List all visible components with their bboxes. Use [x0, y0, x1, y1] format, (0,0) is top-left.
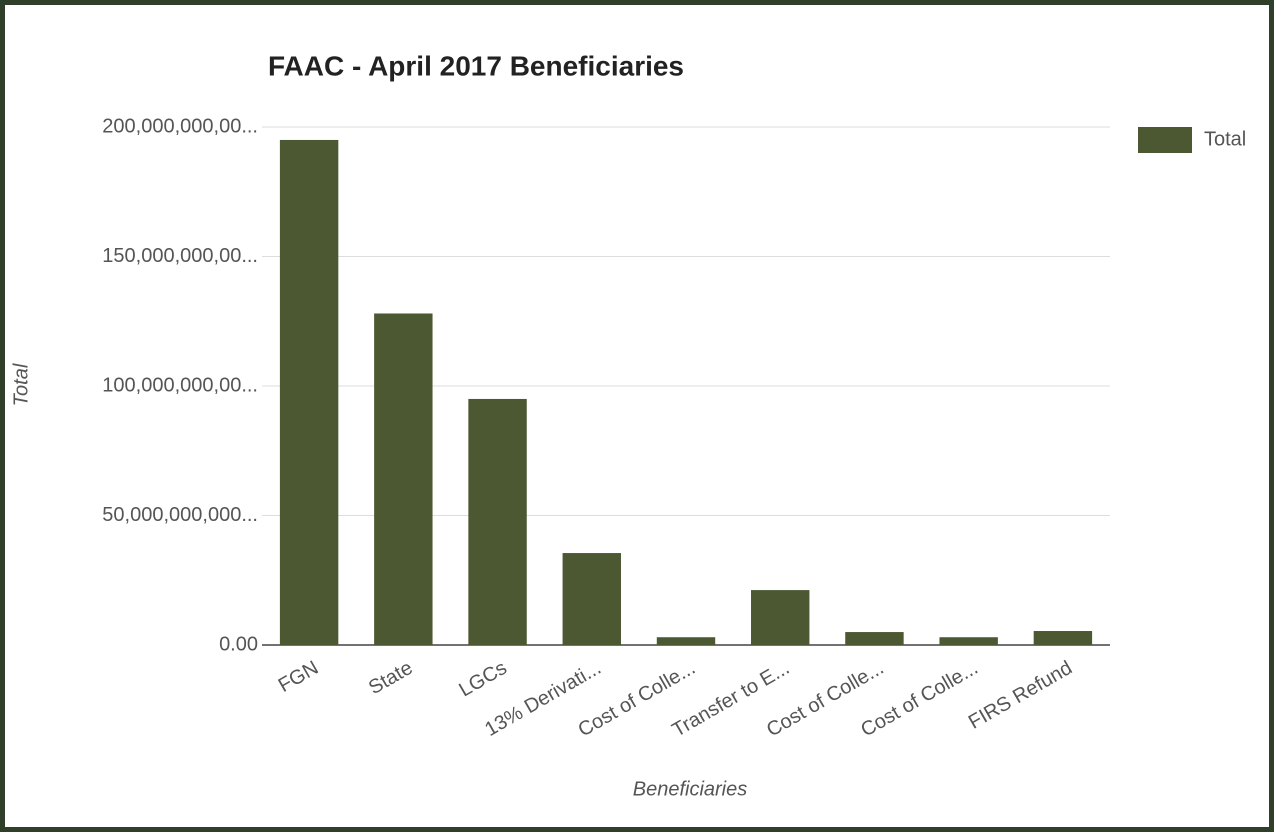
bar [939, 637, 998, 645]
bar [656, 637, 716, 645]
y-tick-label: 150,000,000,00... [102, 245, 258, 267]
bar [562, 553, 621, 645]
bar [845, 632, 904, 645]
legend-swatch [1138, 127, 1192, 153]
bar [374, 313, 433, 645]
bar [751, 590, 810, 645]
y-tick-label: 100,000,000,00... [102, 374, 258, 396]
bar [1033, 631, 1093, 645]
y-tick-label: 0.00 [219, 633, 258, 655]
legend-label: Total [1204, 128, 1246, 150]
x-axis-title: Beneficiaries [633, 778, 748, 800]
chart-title: FAAC - April 2017 Beneficiaries [268, 50, 684, 81]
bar [279, 139, 339, 645]
bar [468, 398, 527, 645]
y-tick-label: 50,000,000,000... [102, 504, 258, 526]
y-tick-label: 200,000,000,00... [102, 115, 258, 137]
y-axis-title: Total [10, 363, 32, 406]
